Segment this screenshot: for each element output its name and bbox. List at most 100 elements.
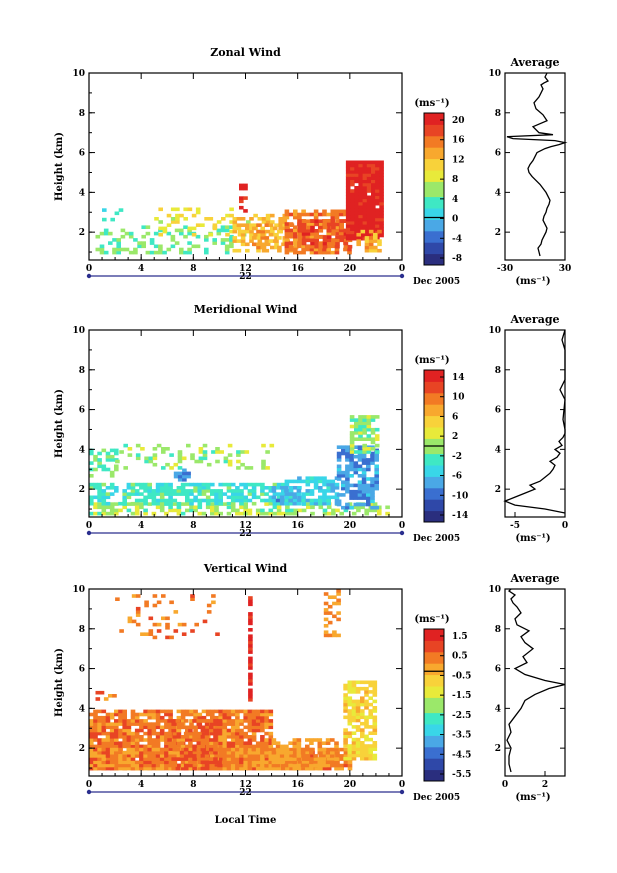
meridional-cell <box>247 492 253 496</box>
vertical-cell <box>292 741 298 745</box>
meridional-cell <box>345 470 350 475</box>
zonal-colorbar-segment <box>424 177 444 182</box>
zonal-cell <box>236 223 242 227</box>
vertical-cell <box>139 719 144 723</box>
vertical-cell <box>183 763 189 768</box>
meridional-cell <box>341 474 346 478</box>
meridional-cell <box>198 459 204 464</box>
meridional-cell <box>322 501 327 506</box>
vertical-cell <box>171 722 176 726</box>
zonal-cell <box>256 245 261 250</box>
zonal-cell <box>212 226 218 231</box>
zonal-cell <box>278 223 283 227</box>
zonal-cell <box>354 201 359 206</box>
meridional-cell <box>260 492 265 496</box>
vertical-cell <box>164 750 169 755</box>
vertical-cell <box>155 735 161 739</box>
meridional-cell <box>288 492 293 496</box>
zonal-cell <box>360 229 366 234</box>
zonal-cell <box>288 244 294 249</box>
zonal-cell <box>334 209 340 214</box>
vertical-cell <box>89 731 94 736</box>
zonal-cell <box>260 236 265 240</box>
meridional-cell <box>247 511 253 516</box>
vertical-cell <box>235 719 240 723</box>
vertical-cell <box>214 725 219 730</box>
vertical-cell <box>192 766 197 771</box>
vertical-cell <box>164 766 169 771</box>
vertical-cell <box>171 763 176 768</box>
meridional-cell <box>93 454 98 459</box>
meridional-cell <box>215 447 220 451</box>
meridional-cell <box>293 508 299 513</box>
zonal-cell <box>335 238 340 243</box>
meridional-xtick-label: 16 <box>291 521 304 531</box>
zonal-cell <box>350 173 355 177</box>
zonal-cell <box>379 217 384 222</box>
zonal-cell <box>281 242 286 247</box>
zonal-cell <box>314 241 319 246</box>
zonal-cell <box>301 232 307 236</box>
vertical-cell <box>343 696 348 700</box>
vertical-cell <box>209 728 214 733</box>
meridional-cell <box>159 498 165 503</box>
zonal-cell <box>220 225 226 229</box>
vertical-cell <box>230 735 236 739</box>
vertical-cell <box>147 766 152 771</box>
vertical-cell <box>151 763 157 768</box>
zonal-cell <box>103 228 109 233</box>
vertical-cell <box>200 766 206 771</box>
zonal-cell <box>358 224 363 228</box>
vertical-cell <box>368 725 373 729</box>
vertical-cell <box>247 750 253 755</box>
vertical-cell <box>193 728 198 733</box>
vertical-colorbar-segment <box>424 743 444 748</box>
vertical-cell <box>284 757 289 761</box>
zonal-cell <box>153 250 159 255</box>
zonal-cell <box>343 241 349 246</box>
vertical-cell <box>118 715 123 720</box>
vertical-cell <box>347 760 353 765</box>
zonal-cell <box>350 224 355 228</box>
vertical-cell <box>332 614 337 619</box>
vertical-cell <box>122 766 127 771</box>
meridional-cell <box>301 508 307 513</box>
meridional-cell <box>296 492 302 496</box>
vertical-cell <box>152 603 158 608</box>
zonal-cell <box>322 238 328 243</box>
vertical-cell <box>247 715 253 720</box>
vertical-cell <box>103 697 109 701</box>
vertical-ytick-label: 2 <box>79 744 85 754</box>
vertical-cell <box>201 738 207 742</box>
vertical-cell <box>180 719 186 723</box>
zonal-cell <box>364 236 370 240</box>
meridional-cell <box>368 508 374 513</box>
zonal-cell <box>293 234 298 239</box>
zonal-cell <box>103 231 109 236</box>
meridional-colorbar-segment <box>424 457 444 462</box>
vertical-cell <box>155 738 161 742</box>
zonal-cell <box>293 231 298 236</box>
meridional-cell <box>284 479 290 484</box>
vertical-cell <box>171 728 176 733</box>
meridional-cell <box>226 482 232 487</box>
vertical-cell <box>205 757 211 761</box>
zonal-cell <box>350 227 355 231</box>
meridional-cell <box>155 486 161 490</box>
vertical-cell <box>251 731 257 736</box>
vertical-cell <box>222 735 228 739</box>
meridional-cell <box>374 427 380 432</box>
zonal-cell <box>314 232 319 236</box>
vertical-cell <box>159 715 165 720</box>
zonal-cell <box>204 250 209 255</box>
meridional-cell <box>159 486 165 490</box>
vertical-cell <box>194 622 199 627</box>
zonal-cell <box>379 195 384 200</box>
zonal-cell <box>375 176 380 180</box>
vertical-cell <box>218 741 223 745</box>
vertical-cell <box>118 719 123 723</box>
vertical-cell <box>222 722 228 726</box>
meridional-cell <box>349 467 354 472</box>
zonal-avg-line <box>506 72 568 257</box>
vertical-cell <box>189 719 194 723</box>
